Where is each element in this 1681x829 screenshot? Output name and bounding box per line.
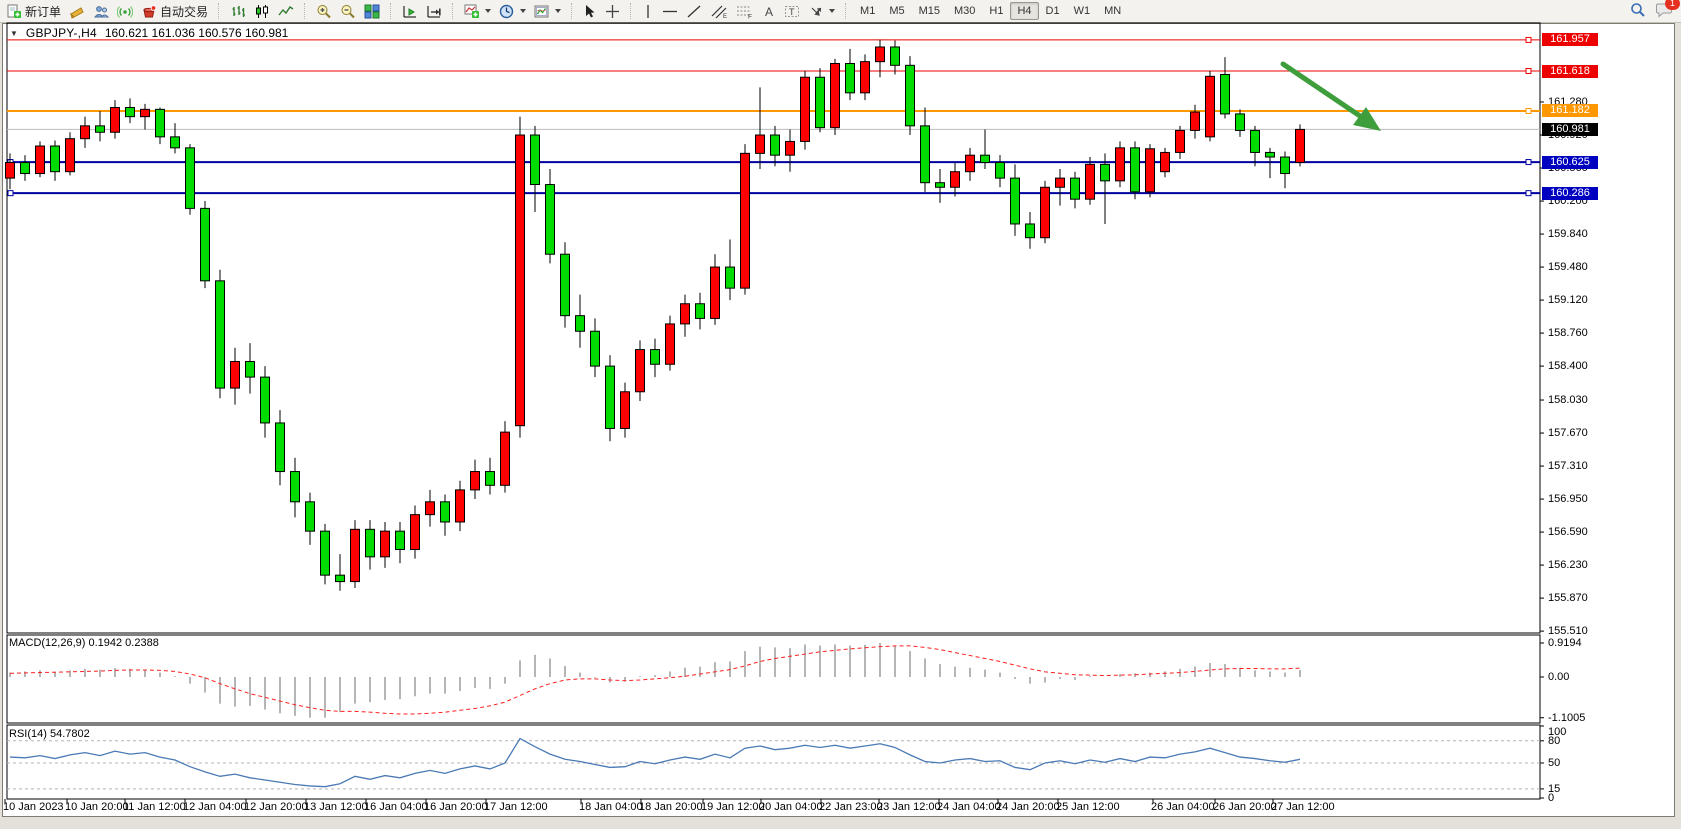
vertical-line-tool-button[interactable] [638, 1, 658, 21]
autotrading-button[interactable]: 自动交易 [137, 1, 212, 21]
timeframe-group: M1 M5 M15 M30 H1 H4 D1 W1 MN [850, 0, 1131, 22]
notification-count-badge: 1 [1665, 0, 1680, 10]
chevron-down-icon [829, 9, 836, 13]
arrows-tool-button[interactable] [804, 1, 839, 21]
toolbar-separator [452, 3, 454, 19]
zoom-out-icon [340, 4, 356, 19]
svg-text:E: E [723, 14, 727, 19]
community-icon [93, 4, 110, 19]
tf-m15-button[interactable]: M15 [918, 5, 940, 17]
autotrading-icon [141, 4, 157, 19]
channel-icon: E [710, 4, 728, 19]
svg-text:T: T [789, 7, 795, 17]
new-order-icon [7, 4, 22, 19]
signals-button[interactable] [113, 1, 137, 21]
vertical-line-icon [642, 4, 654, 19]
text-tool-button[interactable]: A [758, 1, 780, 21]
text-label-icon: T [784, 4, 800, 19]
tile-windows-button[interactable] [360, 1, 384, 21]
toolbar-separator [845, 3, 847, 19]
equidistant-channel-tool-button[interactable]: E [706, 1, 732, 21]
horizontal-line-icon [662, 4, 678, 19]
periods-button[interactable] [495, 1, 530, 21]
text-icon: A [762, 4, 776, 19]
fibonacci-tool-button[interactable]: F [732, 1, 758, 21]
cursor-tool-button[interactable] [579, 1, 601, 21]
tf-m1-button[interactable]: M1 [860, 5, 876, 17]
search-button[interactable] [1630, 2, 1646, 21]
zoom-in-button[interactable] [312, 1, 336, 21]
auto-scroll-icon [402, 4, 418, 19]
templates-button[interactable] [530, 1, 565, 21]
tf-h4-button[interactable]: H4 [1010, 2, 1039, 20]
arrows-icon [808, 4, 824, 19]
crosshair-icon [605, 4, 620, 19]
svg-text:A: A [765, 5, 773, 19]
svg-text:F: F [748, 13, 752, 19]
bar-chart-button[interactable] [226, 1, 250, 21]
main-toolbar: 新订单 自动交易 [0, 0, 1681, 23]
tf-d1-button[interactable]: D1 [1045, 5, 1060, 17]
gold-horn-icon [69, 4, 85, 19]
tile-windows-icon [364, 4, 380, 19]
chart-shift-button[interactable] [422, 1, 446, 21]
new-order-label: 新订单 [25, 4, 62, 19]
candlestick-chart-icon [254, 4, 270, 19]
zoom-in-icon [316, 4, 332, 19]
signal-icon [117, 4, 134, 19]
candlestick-chart-button[interactable] [250, 1, 274, 21]
mql5-community-button[interactable] [89, 1, 113, 21]
trendline-icon [686, 4, 702, 19]
chart-shift-icon [426, 4, 442, 19]
tf-w1-button[interactable]: W1 [1073, 5, 1091, 17]
auto-scroll-button[interactable] [398, 1, 422, 21]
tf-m30-button[interactable]: M30 [954, 5, 976, 17]
line-chart-button[interactable] [274, 1, 298, 21]
template-icon [534, 4, 550, 19]
crosshair-tool-button[interactable] [601, 1, 624, 21]
zoom-out-button[interactable] [336, 1, 360, 21]
new-order-button[interactable]: 新订单 [3, 1, 65, 21]
toolbar-separator [304, 3, 306, 19]
chevron-down-icon [555, 9, 562, 13]
chevron-down-icon [485, 9, 492, 13]
toolbar-separator [571, 3, 573, 19]
clock-icon [499, 4, 515, 19]
add-indicator-button[interactable] [460, 1, 495, 21]
line-chart-icon [278, 4, 294, 19]
chart-window[interactable] [2, 23, 1675, 817]
market-depth-button[interactable] [65, 1, 89, 21]
autotrading-label: 自动交易 [160, 4, 209, 19]
cursor-icon [583, 4, 597, 19]
tf-mn-button[interactable]: MN [1104, 5, 1122, 17]
bar-chart-icon [230, 4, 246, 19]
chevron-down-icon [520, 9, 527, 13]
tf-h1-button[interactable]: H1 [989, 5, 1004, 17]
toolbar-separator [630, 3, 632, 19]
text-label-tool-button[interactable]: T [780, 1, 804, 21]
toolbar-separator [390, 3, 392, 19]
notifications-button[interactable]: 1 [1656, 0, 1680, 21]
horizontal-line-tool-button[interactable] [658, 1, 682, 21]
add-indicator-icon [464, 4, 480, 19]
toolbar-separator [218, 3, 220, 19]
tf-m5-button[interactable]: M5 [889, 5, 905, 17]
trendline-tool-button[interactable] [682, 1, 706, 21]
fibonacci-icon: F [736, 4, 754, 19]
